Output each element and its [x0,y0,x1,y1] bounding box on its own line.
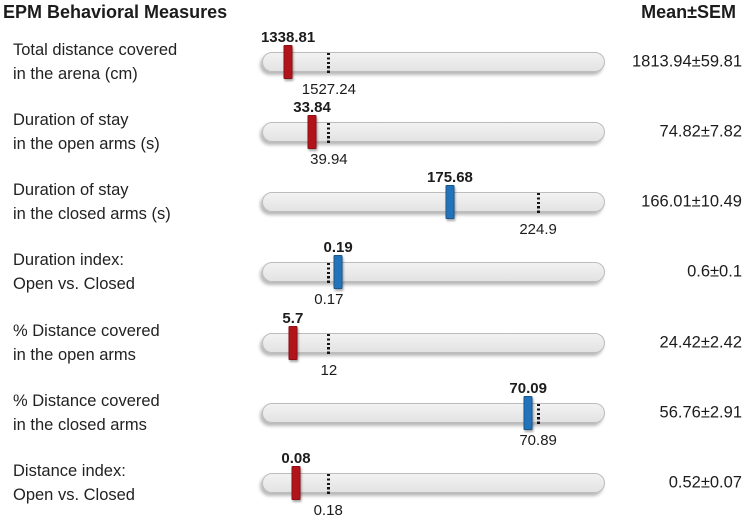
bar-track: 33.84 39.94 [262,99,605,168]
mean-sem-value: 74.82±7.82 [659,122,742,140]
bar-track: 0.08 0.18 [262,450,605,519]
measure-label-line2: Open vs. Closed [13,274,135,293]
bar-track: 1338.81 1527.24 [261,29,605,98]
mean-sem-value: 56.76±2.91 [659,403,742,421]
observed-marker [523,395,533,430]
value-bar [262,191,605,212]
measure-row: Duration index: Open vs. Closed 0.19 0.1… [0,236,744,308]
observed-marker [283,44,293,79]
reference-value-label: 1527.24 [301,80,356,98]
reference-value-label: 0.18 [313,501,343,519]
bar-track: 5.7 12 [262,310,605,379]
reference-dotted-line [327,262,331,285]
observed-value-label: 175.68 [427,168,473,186]
measure-label: Total distance covered in the arena (cm) [13,38,177,86]
observed-value-label: 5.7 [282,309,304,327]
measure-label-line1: % Distance covered [13,391,160,410]
observed-value-label: 33.84 [293,98,331,116]
measure-label-line2: in the arena (cm) [13,64,138,83]
value-bar [262,51,605,72]
mean-sem-value: 166.01±10.49 [641,192,742,210]
measure-label: Duration index: Open vs. Closed [13,248,135,296]
reference-dotted-line [326,473,330,496]
value-bar [262,402,605,423]
reference-dotted-line [327,333,331,356]
measure-label: Distance index: Open vs. Closed [13,459,135,507]
measure-row: % Distance covered in the closed arms 70… [0,377,744,449]
reference-value-label: 39.94 [310,150,348,168]
value-bar [262,121,605,142]
value-bar [262,261,605,282]
measure-label-line1: Duration of stay [13,180,129,199]
measure-label-line2: in the open arms (s) [13,134,160,153]
mean-sem-header: Mean±SEM [641,2,736,22]
measure-label: Duration of stay in the closed arms (s) [13,178,171,226]
measure-label-line2: in the open arms [13,345,136,364]
reference-value-label: 70.89 [519,431,557,449]
value-bar [262,332,605,353]
measure-row: Total distance covered in the arena (cm)… [0,26,744,98]
measure-label-line2: Open vs. Closed [13,485,135,504]
bar-track: 70.09 70.89 [262,380,605,449]
observed-value-label: 0.19 [323,238,353,256]
reference-value-label: 12 [320,361,338,379]
observed-marker [307,114,317,149]
measure-label: Duration of stay in the open arms (s) [13,108,160,156]
measure-label-line2: in the closed arms [13,415,147,434]
measure-label: % Distance covered in the open arms [13,319,160,367]
measure-label-line1: % Distance covered [13,321,160,340]
observed-value-label: 70.09 [509,379,547,397]
observed-value-label: 0.08 [281,449,311,467]
measure-label: % Distance covered in the closed arms [13,389,160,437]
reference-dotted-line [327,122,331,145]
bar-track: 0.19 0.17 [262,239,605,308]
reference-dotted-line [327,52,331,75]
observed-marker [288,325,298,360]
value-bar [262,472,605,493]
observed-marker [445,184,455,219]
mean-sem-value: 1813.94±59.81 [632,52,742,70]
measure-label-line1: Total distance covered [13,40,178,59]
reference-value-label: 224.9 [519,220,557,238]
observed-marker [333,254,343,289]
figure-title: EPM Behavioral Measures [3,2,228,22]
measure-label-line1: Distance index: [13,461,126,480]
reference-value-label: 0.17 [314,290,344,308]
measure-row: Duration of stay in the closed arms (s) … [0,166,744,238]
measure-label-line1: Duration of stay [13,110,129,129]
measure-row: Duration of stay in the open arms (s) 33… [0,96,744,168]
measure-row: Distance index: Open vs. Closed 0.08 0.1… [0,447,744,519]
mean-sem-value: 0.52±0.07 [668,473,742,491]
observed-marker [291,465,301,500]
reference-dotted-line [536,192,540,215]
measure-row: % Distance covered in the open arms 5.7 … [0,307,744,379]
mean-sem-value: 24.42±2.42 [659,333,742,351]
measure-label-line2: in the closed arms (s) [13,204,171,223]
measure-label-line1: Duration index: [13,250,124,269]
bar-track: 175.68 224.9 [262,169,605,238]
observed-value-label: 1338.81 [260,28,316,46]
reference-dotted-line [536,403,540,426]
mean-sem-value: 0.6±0.1 [687,262,742,280]
